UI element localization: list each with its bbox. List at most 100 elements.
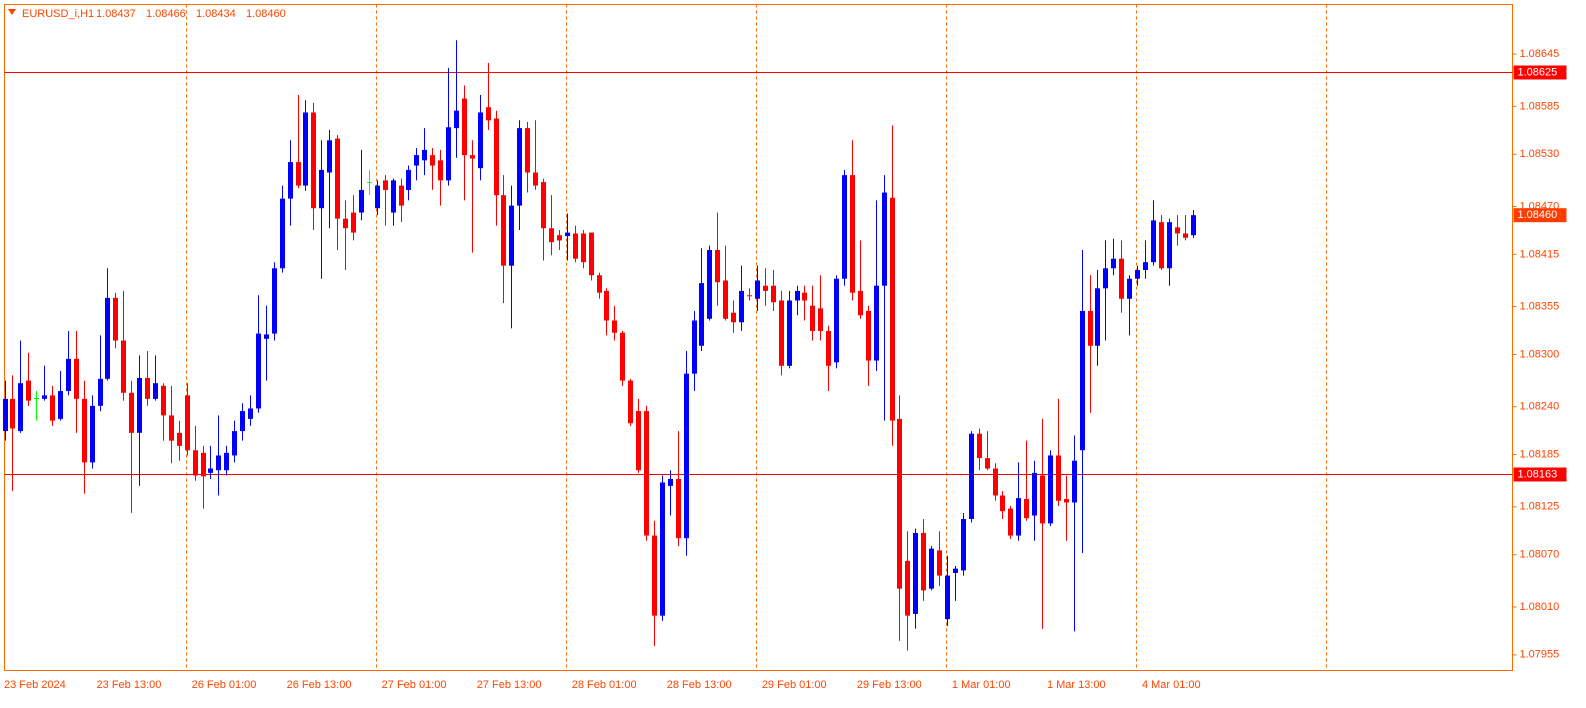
candle-body <box>1064 498 1069 503</box>
candle-body <box>739 290 744 323</box>
candle-body <box>858 290 863 316</box>
candle-body <box>1119 258 1124 299</box>
candle-body <box>303 112 308 186</box>
y-tick-label: 1.08645 <box>1520 48 1560 60</box>
candle-body <box>850 175 855 293</box>
candle-body <box>18 383 23 432</box>
candle-body <box>842 175 847 279</box>
candle-body <box>232 431 237 456</box>
candle-body <box>272 268 277 334</box>
candle-body <box>628 380 633 424</box>
ohlc-value: 1.08434 <box>196 8 236 20</box>
candle-body <box>1143 262 1148 271</box>
candle-body <box>620 332 625 381</box>
candle-body <box>327 140 332 173</box>
candle-body <box>1048 455 1053 524</box>
candle-body <box>375 185 380 209</box>
candle-body <box>216 455 221 471</box>
candle-body <box>715 250 720 283</box>
candle-body <box>1008 508 1013 536</box>
candle-body <box>383 180 388 190</box>
y-tick-label: 1.08300 <box>1520 348 1560 360</box>
candle-body <box>644 411 649 536</box>
x-tick-label: 26 Feb 13:00 <box>287 679 352 691</box>
candle-body <box>1072 460 1077 503</box>
candle-body <box>913 532 918 614</box>
candle-body <box>565 232 570 237</box>
y-tick-label: 1.08125 <box>1520 501 1560 513</box>
candle-body <box>113 297 118 341</box>
candle-body <box>557 235 562 241</box>
candle-body <box>755 280 760 299</box>
x-tick-label: 1 Mar 13:00 <box>1047 679 1106 691</box>
candle-body <box>446 127 451 181</box>
candle-body <box>406 169 411 190</box>
candle-body <box>1135 270 1140 279</box>
y-tick-label: 1.08530 <box>1520 148 1560 160</box>
candle-body <box>494 118 499 196</box>
candle-body <box>454 110 459 129</box>
candle-body <box>763 285 768 291</box>
ohlc-value: 1.08460 <box>246 8 286 20</box>
candle-body <box>977 433 982 459</box>
candle-body <box>826 330 831 366</box>
candle-body <box>296 162 301 186</box>
x-tick-label: 28 Feb 01:00 <box>572 679 637 691</box>
candle-body <box>779 300 784 366</box>
candle-body <box>945 575 950 620</box>
y-tick-label: 1.08070 <box>1520 549 1560 561</box>
candle-body <box>90 405 95 463</box>
candle-body <box>937 550 942 576</box>
candle-body <box>692 320 697 374</box>
symbol-marker <box>8 9 16 15</box>
candle-body <box>652 535 657 616</box>
last-price-tag <box>1513 208 1567 223</box>
candle-body <box>343 218 348 229</box>
candle-body <box>1088 310 1093 346</box>
candle-body <box>1103 268 1108 289</box>
candle-body <box>121 340 126 393</box>
ohlc-value: 1.08466 <box>146 8 186 20</box>
candle-body <box>153 383 158 399</box>
candle-body <box>66 358 71 392</box>
candle-body <box>129 392 134 433</box>
candle-body <box>470 155 475 159</box>
candle-body <box>1151 220 1156 263</box>
ohlc-value: 1.08437 <box>96 8 136 20</box>
candle-body <box>509 205 514 266</box>
candle-body <box>1032 472 1037 516</box>
price-tag-label: 1.08625 <box>1518 66 1558 78</box>
candle-body <box>834 278 839 363</box>
candle-body <box>74 358 79 399</box>
y-tick-label: 1.07955 <box>1520 649 1560 661</box>
candle-body <box>224 452 229 471</box>
x-tick-label: 27 Feb 01:00 <box>382 679 447 691</box>
y-tick-label: 1.08415 <box>1520 248 1560 260</box>
candle-body <box>874 285 879 361</box>
candle-body <box>82 398 87 463</box>
candle-body <box>391 180 396 213</box>
candle-body <box>1175 227 1180 234</box>
candle-body <box>882 192 887 286</box>
candle-body <box>866 310 871 361</box>
candle-body <box>533 172 538 186</box>
candle-body <box>771 285 776 303</box>
plot-frame <box>4 4 1513 671</box>
x-tick-label: 27 Feb 13:00 <box>477 679 542 691</box>
candle-body <box>422 149 427 161</box>
candle-body <box>1111 258 1116 269</box>
candle-body <box>462 98 467 156</box>
candle-body <box>1056 455 1061 501</box>
candle-body <box>42 395 47 399</box>
price-axis: 1.086451.085851.085301.084701.084151.083… <box>1512 48 1567 661</box>
y-tick-label: 1.08240 <box>1520 401 1560 413</box>
candle-body <box>747 295 752 297</box>
candle-body <box>1159 222 1164 269</box>
candle-body <box>1095 288 1100 346</box>
candle-body <box>264 334 269 339</box>
candle-body <box>399 185 404 206</box>
price-tag-label: 1.08163 <box>1518 468 1558 480</box>
candle-body <box>335 138 340 219</box>
candle-body <box>731 312 736 323</box>
candle-body <box>177 432 182 446</box>
